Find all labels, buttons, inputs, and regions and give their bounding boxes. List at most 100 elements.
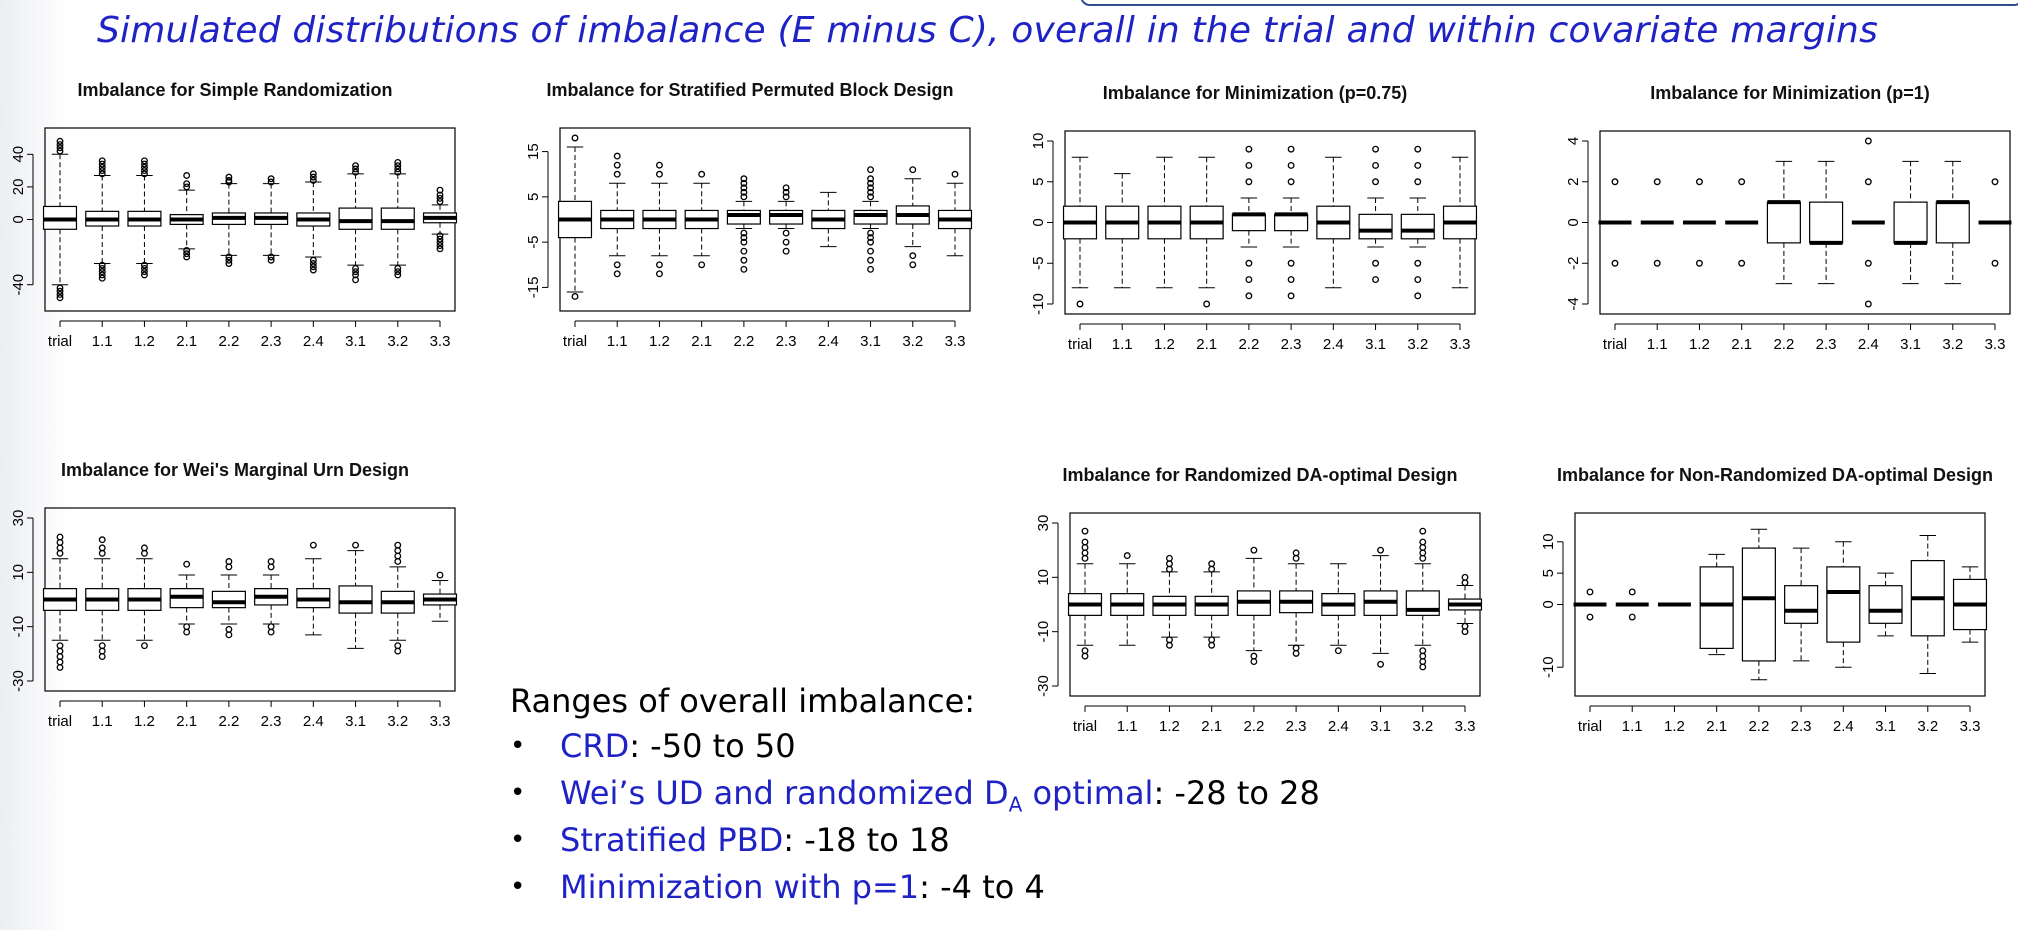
- outlier-point: [1586, 588, 1594, 596]
- y-tick-label: -10: [1540, 656, 1557, 678]
- x-tick-label: 2.2: [1238, 336, 1259, 353]
- iqr-box: [1231, 213, 1266, 232]
- outlier-point: [1287, 259, 1295, 267]
- box-2.4: [1321, 563, 1356, 655]
- outlier-point: [867, 256, 875, 264]
- box-2.2: [726, 175, 761, 273]
- outlier-point: [56, 642, 64, 650]
- outlier-point: [309, 176, 317, 184]
- outlier-point: [1372, 259, 1380, 267]
- x-tick-label: 2.2: [218, 333, 239, 350]
- outlier-point: [225, 256, 233, 264]
- outlier-point: [1419, 527, 1427, 535]
- y-tick-label: 15: [525, 143, 542, 160]
- x-tick-label: 1.1: [1112, 336, 1133, 353]
- x-tick-label: 3.3: [945, 333, 966, 350]
- x-tick-label: 2.3: [776, 333, 797, 350]
- outlier-point: [267, 178, 275, 186]
- outlier-point: [1287, 276, 1295, 283]
- outlier-point: [183, 247, 191, 254]
- outlier-point: [1372, 178, 1380, 186]
- outlier-point: [1864, 137, 1872, 145]
- outlier-point: [782, 184, 790, 192]
- chart-title: Imbalance for Minimization (p=0.75): [1102, 83, 1408, 103]
- box-2.4: [811, 191, 846, 248]
- outlier-point: [394, 268, 402, 276]
- outlier-point: [309, 263, 317, 271]
- box-1.2: [127, 544, 162, 650]
- x-tick-label: 2.4: [1858, 336, 1879, 353]
- outlier-point: [267, 175, 275, 183]
- outlier-point: [352, 165, 360, 173]
- outlier-point: [98, 544, 106, 552]
- box-3.3: [1952, 566, 1988, 643]
- chart-title: Imbalance for Randomized DA-optimal Desi…: [1062, 465, 1458, 485]
- outlier-point: [740, 256, 748, 264]
- outlier-point: [1377, 660, 1385, 668]
- note-value: : -50 to 50: [629, 727, 796, 765]
- iqr-box: [769, 209, 804, 225]
- outlier-point: [352, 276, 360, 284]
- outlier-point: [352, 162, 360, 170]
- outlier-point: [1081, 527, 1089, 535]
- outlier-point: [394, 547, 402, 555]
- y-tick-label: 40: [10, 146, 27, 163]
- iqr-box: [380, 207, 415, 230]
- outlier-point: [140, 264, 148, 272]
- outlier-point: [183, 623, 191, 631]
- x-tick-label: 2.3: [1281, 336, 1302, 353]
- note-label-subscript: A: [1008, 792, 1023, 817]
- x-tick-label: 1.1: [607, 333, 628, 350]
- box-2.4: [1316, 156, 1351, 289]
- y-tick-label: 10: [1030, 133, 1047, 150]
- outlier-point: [56, 647, 64, 655]
- boxplot-minimization-075: Imbalance for Minimization (p=0.75) -10 -5…: [1025, 83, 1485, 373]
- x-tick-label: 2.1: [1731, 336, 1752, 353]
- outlier-point: [1250, 658, 1258, 665]
- box-3.3: [937, 170, 973, 257]
- outlier-point: [740, 193, 748, 201]
- outlier-point: [655, 270, 663, 278]
- outlier-point: [436, 238, 444, 246]
- box-trial: [1573, 588, 1607, 621]
- outlier-point: [1372, 161, 1380, 169]
- x-tick-label: 2.3: [261, 333, 282, 350]
- x-tick-label: 3.2: [1407, 336, 1428, 353]
- box-2.4: [1826, 541, 1861, 668]
- bullet-icon: •: [510, 778, 526, 808]
- outlier-point: [1292, 549, 1300, 557]
- outlier-point: [1287, 145, 1295, 153]
- outlier-point: [394, 541, 402, 549]
- outlier-point: [867, 234, 875, 242]
- x-tick-label: 2.4: [1833, 718, 1854, 735]
- iqr-box: [1784, 585, 1819, 624]
- outlier-point: [1165, 641, 1173, 649]
- outlier-point: [98, 268, 106, 276]
- x-tick-label: 3.2: [1942, 336, 1963, 353]
- outlier-point: [436, 571, 444, 579]
- outlier-point: [436, 245, 444, 253]
- chart-title: Imbalance for Stratified Permuted Block …: [546, 80, 954, 100]
- box-2.4: [296, 170, 331, 274]
- boxplot-svg: -15 -5 5 15 trial 1.1 1.2 2.1 2.2 2.3 2.4 3.1 3.2 3.3: [525, 127, 973, 350]
- outlier-point: [98, 647, 106, 655]
- outlier-point: [140, 157, 148, 165]
- x-tick-label: 1.2: [134, 713, 155, 730]
- boxplot-wei-urn: Imbalance for Wei's Marginal Urn Design -…: [5, 460, 465, 750]
- box-trial: [42, 137, 78, 302]
- outlier-point: [1208, 641, 1216, 649]
- box-trial: [42, 533, 78, 671]
- box-1.1: [1615, 588, 1649, 621]
- y-tick-label: -4: [1565, 297, 1582, 310]
- outlier-point: [183, 560, 191, 568]
- box-trial: [557, 134, 593, 300]
- outlier-point: [740, 179, 748, 187]
- outlier-point: [140, 268, 148, 276]
- box-1.1: [1105, 173, 1140, 289]
- outlier-point: [1414, 145, 1422, 153]
- iqr-box: [211, 590, 246, 609]
- box-1.1: [85, 157, 120, 282]
- box-1.2: [1147, 156, 1182, 289]
- outlier-point: [867, 193, 875, 201]
- box-2.3: [769, 184, 804, 255]
